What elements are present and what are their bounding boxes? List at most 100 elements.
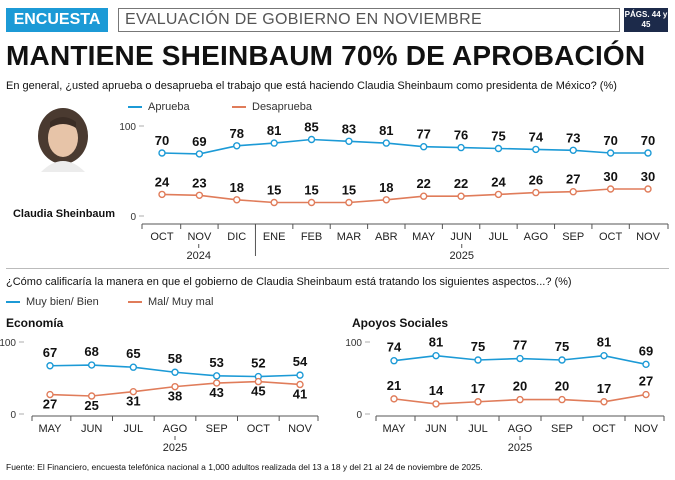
data-label: 69: [639, 343, 653, 358]
data-point: [270, 139, 278, 147]
data-point: [558, 395, 566, 404]
data-point: [600, 351, 608, 360]
x-tick-label: NOV: [634, 423, 659, 435]
data-label: 22: [454, 176, 468, 191]
x-tick-label: JUL: [468, 423, 488, 435]
data-label: 77: [416, 127, 430, 142]
data-label: 41: [293, 386, 307, 401]
data-point: [390, 357, 398, 365]
data-label: 25: [84, 398, 98, 413]
x-tick-label: MAY: [38, 423, 62, 435]
data-point: [569, 187, 577, 196]
legend-label-mal: Mal/ Muy mal: [148, 296, 214, 308]
data-label: 30: [641, 169, 655, 184]
legend-desaprueba: Desaprueba: [232, 101, 312, 113]
x-tick-label: JUN: [81, 423, 102, 435]
section-tag: ENCUESTA: [6, 8, 108, 32]
x-tick-label: MAY: [382, 423, 406, 435]
x-tick-label: NOV: [187, 231, 212, 243]
data-label: 18: [230, 180, 244, 195]
x-tick-label: SEP: [206, 423, 228, 435]
data-point: [87, 361, 96, 369]
data-label: 17: [597, 381, 611, 396]
data-label: 83: [342, 121, 356, 136]
data-point: [129, 363, 138, 371]
data-label: 24: [155, 174, 170, 189]
data-label: 15: [304, 183, 318, 198]
series-line-0: [161, 138, 648, 155]
data-point: [390, 395, 398, 403]
data-label: 67: [43, 345, 57, 360]
data-point: [606, 149, 615, 157]
data-label: 38: [168, 389, 182, 404]
portrait-shoulders: [41, 161, 85, 172]
data-point: [516, 354, 524, 363]
data-point: [494, 144, 503, 153]
data-point: [644, 149, 652, 157]
legend-label-bien: Muy bien/ Bien: [26, 296, 99, 308]
legend-bien: Muy bien/ Bien: [6, 296, 99, 308]
data-label: 20: [513, 379, 527, 394]
data-point: [516, 395, 524, 404]
x-tick-label: ABR: [375, 231, 398, 243]
legend-mal: Mal/ Muy mal: [128, 296, 213, 308]
year-label: 2025: [508, 442, 532, 454]
economia-chart: 0 100 MAY JUN JUL AGO SEP OCT NOV 2025 67 68 65 58 53 5…: [0, 338, 319, 454]
data-point: [474, 398, 482, 406]
data-point: [569, 146, 577, 154]
y-tick-label: 0: [10, 410, 16, 421]
x-tick-label: OCT: [247, 423, 271, 435]
x-tick-label: AGO: [508, 423, 533, 435]
data-label: 58: [168, 351, 182, 366]
x-tick-label: JUL: [489, 231, 509, 243]
data-point: [212, 379, 221, 387]
apoyos-chart: 0 100 MAY JUN JUL AGO SEP OCT NOV 2025 74 81 75 77 75 8…: [346, 335, 665, 454]
data-point: [345, 137, 353, 145]
x-tick-label: JUN: [425, 423, 446, 435]
legend-swatch-mal: [128, 301, 142, 304]
data-point: [307, 198, 316, 207]
y-tick-label: 0: [130, 212, 136, 223]
header: ENCUESTA EVALUACIÓN DE GOBIERNO EN NOVIE…: [0, 8, 675, 34]
data-point: [195, 191, 204, 200]
data-point: [307, 135, 316, 144]
data-label: 75: [471, 339, 485, 354]
source-note: Fuente: El Financiero, encuesta telefóni…: [6, 462, 483, 472]
data-label: 23: [192, 175, 206, 190]
x-tick-label: JUN: [450, 231, 471, 243]
data-label: 77: [513, 338, 527, 353]
data-point: [158, 190, 166, 199]
economia-title: Economía: [6, 316, 64, 330]
data-label: 81: [267, 123, 281, 138]
data-point: [212, 372, 221, 380]
data-label: 85: [304, 120, 318, 135]
data-label: 70: [641, 133, 655, 148]
data-point: [382, 139, 391, 147]
data-point: [270, 198, 278, 207]
y-tick-label: 100: [0, 338, 16, 349]
data-label: 20: [555, 379, 569, 394]
data-point: [46, 390, 54, 399]
data-label: 78: [230, 126, 244, 141]
data-label: 70: [603, 133, 617, 148]
series-line-1: [161, 188, 648, 204]
data-label: 15: [267, 183, 281, 198]
x-tick-label: OCT: [150, 231, 174, 243]
legend-swatch-aprueba: [128, 106, 142, 109]
data-point: [600, 398, 608, 406]
question-aspects: ¿Cómo calificaría la manera en que el go…: [6, 276, 572, 288]
x-tick-label: SEP: [562, 231, 584, 243]
data-label: 54: [293, 354, 308, 369]
data-point: [345, 198, 353, 207]
data-point: [432, 400, 440, 408]
data-point: [644, 185, 652, 193]
legend-aprueba: Aprueba: [128, 101, 190, 113]
data-label: 24: [491, 174, 506, 189]
data-label: 27: [639, 374, 653, 389]
x-tick-label: DIC: [227, 231, 246, 243]
data-point: [233, 196, 241, 204]
data-label: 30: [603, 169, 617, 184]
data-label: 17: [471, 381, 485, 396]
data-label: 43: [209, 385, 223, 400]
data-label: 73: [566, 130, 580, 145]
